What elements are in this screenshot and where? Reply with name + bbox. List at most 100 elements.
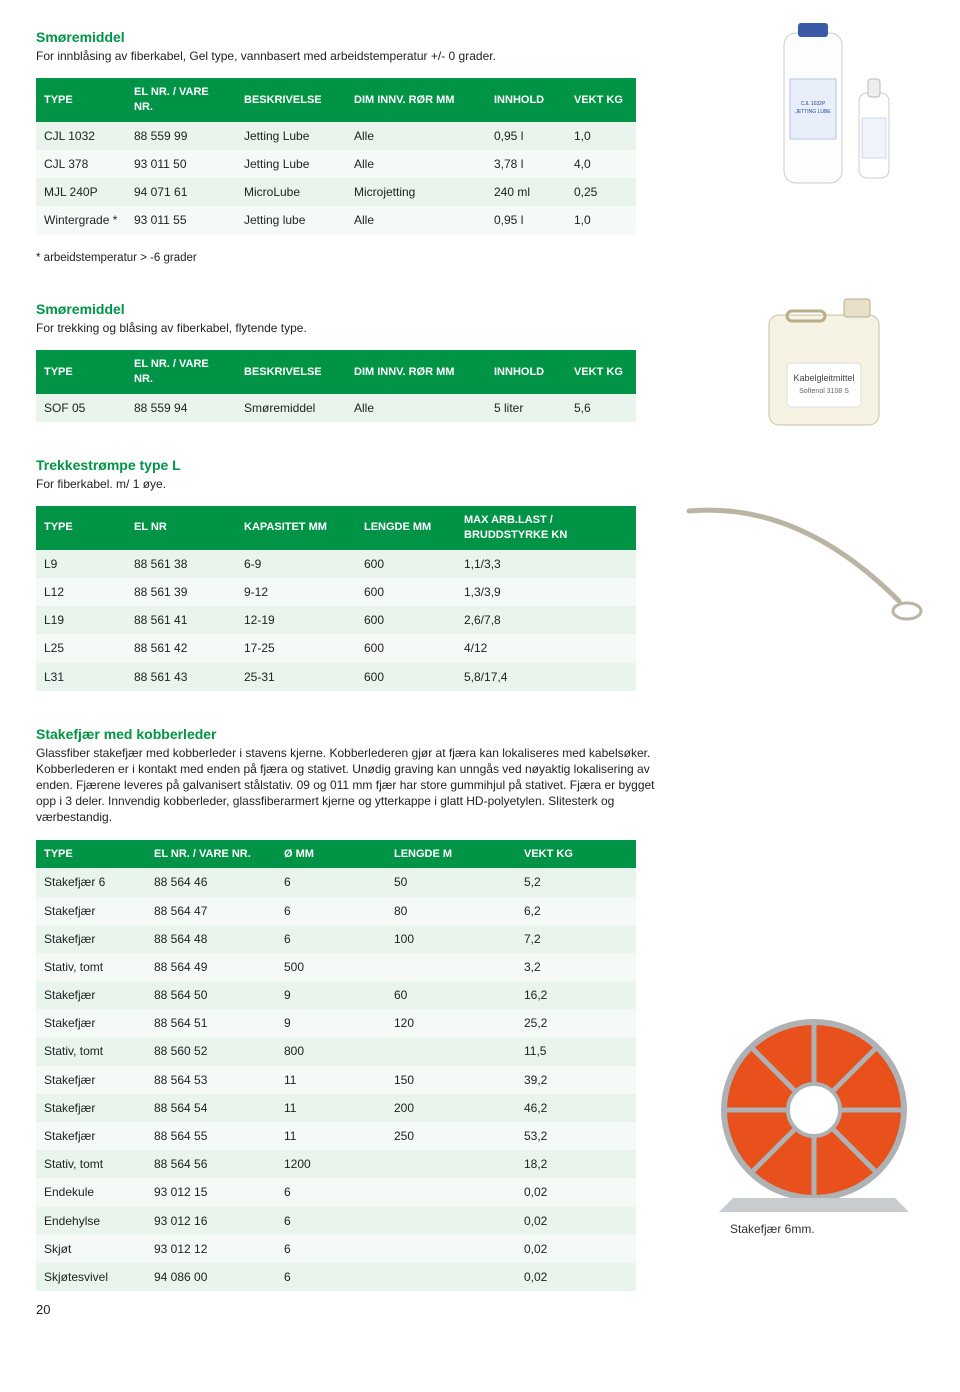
product-image-jerrycan: Kabelgleitmittel Softenol 3108 S	[744, 280, 914, 440]
table-cell: 1,0	[566, 206, 636, 234]
table-cell: 88 564 51	[146, 1009, 276, 1037]
table-cell: 6	[276, 1207, 386, 1235]
table-smoremiddel-gel: TYPEEL NR. / VARE NR.BESKRIVELSEDIM INNV…	[36, 78, 636, 234]
table-cell: Stativ, tomt	[36, 1037, 146, 1065]
table-cell: Skjøt	[36, 1235, 146, 1263]
table-row: Stativ, tomt88 564 56120018,2	[36, 1150, 636, 1178]
table-stakefjaer: TYPEEL NR. / VARE NR.Ø MMLENGDE MVEKT KG…	[36, 840, 636, 1292]
table-cell: Alle	[346, 394, 486, 422]
table-cell: 500	[276, 953, 386, 981]
table-cell: 93 012 12	[146, 1235, 276, 1263]
table-cell: 88 559 99	[126, 122, 236, 150]
table-cell: 100	[386, 925, 516, 953]
table-header: VEKT KG	[516, 840, 636, 869]
table-cell: 94 071 61	[126, 178, 236, 206]
table-row: Stativ, tomt88 564 495003,2	[36, 953, 636, 981]
table-cell: Endekule	[36, 1178, 146, 1206]
table-row: L3188 561 4325-316005,8/17,4	[36, 663, 636, 691]
table-header: DIM INNV. RØR MM	[346, 350, 486, 394]
table-cell: 2,6/7,8	[456, 606, 636, 634]
table-cell: 88 564 49	[146, 953, 276, 981]
table-cell: Stakefjær	[36, 981, 146, 1009]
table-row: Stakefjær 688 564 466505,2	[36, 868, 636, 896]
table-header: MAX ARB.LAST / BRUDDSTYRKE KN	[456, 506, 636, 550]
table-cell: L9	[36, 550, 126, 578]
table-cell: Stakefjær	[36, 1094, 146, 1122]
table-cell: 1,1/3,3	[456, 550, 636, 578]
table-row: Stakefjær88 564 5096016,2	[36, 981, 636, 1009]
table-cell: 3,2	[516, 953, 636, 981]
svg-text:Softenol 3108 S: Softenol 3108 S	[799, 388, 849, 395]
table-cell: 50	[386, 868, 516, 896]
table-cell: 88 564 46	[146, 868, 276, 896]
table-header: VEKT KG	[566, 350, 636, 394]
table-cell	[386, 953, 516, 981]
table-cell: SOF 05	[36, 394, 126, 422]
table-header: EL NR. / VARE NR.	[146, 840, 276, 869]
table-row: L988 561 386-96001,1/3,3	[36, 550, 636, 578]
table-row: CJL 103288 559 99Jetting LubeAlle0,95 l1…	[36, 122, 636, 150]
table-cell: 88 561 39	[126, 578, 236, 606]
table-cell: 88 559 94	[126, 394, 236, 422]
table-cell: 1200	[276, 1150, 386, 1178]
table-header: LENGDE M	[386, 840, 516, 869]
table-cell: 9-12	[236, 578, 356, 606]
table-cell: 6	[276, 868, 386, 896]
table-cell: 4/12	[456, 634, 636, 662]
table-cell: 600	[356, 663, 456, 691]
table-cell: 3,78 l	[486, 150, 566, 178]
table-cell: 0,95 l	[486, 206, 566, 234]
table-cell: 25-31	[236, 663, 356, 691]
table-cell: CJL 378	[36, 150, 126, 178]
table-header: TYPE	[36, 350, 126, 394]
table-cell: 88 561 43	[126, 663, 236, 691]
table-cell: 18,2	[516, 1150, 636, 1178]
table-header: LENGDE MM	[356, 506, 456, 550]
table-cell: 93 012 15	[146, 1178, 276, 1206]
table-cell: 88 564 48	[146, 925, 276, 953]
table-cell: 93 011 55	[126, 206, 236, 234]
table-cell	[386, 1037, 516, 1065]
table-cell: Microjetting	[346, 178, 486, 206]
table-row: L2588 561 4217-256004/12	[36, 634, 636, 662]
table-cell: Stakefjær 6	[36, 868, 146, 896]
table-row: Wintergrade *93 011 55Jetting lubeAlle0,…	[36, 206, 636, 234]
table-row: Stakefjær88 564 531115039,2	[36, 1066, 636, 1094]
table-cell: 88 564 54	[146, 1094, 276, 1122]
table-cell: 6-9	[236, 550, 356, 578]
product-image-lube-bottles: CJL 1032P JETTING LUBE	[714, 18, 934, 218]
table-cell: Wintergrade *	[36, 206, 126, 234]
table-header: KAPASITET MM	[236, 506, 356, 550]
table-cell: 9	[276, 981, 386, 1009]
table-cell: 5 liter	[486, 394, 566, 422]
table-cell: Stativ, tomt	[36, 1150, 146, 1178]
table-cell: 0,02	[516, 1207, 636, 1235]
table-cell: 93 012 16	[146, 1207, 276, 1235]
section-trekkestrompe: Trekkestrømpe type L For fiberkabel. m/ …	[36, 456, 924, 691]
table-cell: 88 564 47	[146, 897, 276, 925]
table-header: INNHOLD	[486, 350, 566, 394]
table-cell: 120	[386, 1009, 516, 1037]
table-cell: 250	[386, 1122, 516, 1150]
table-cell: 200	[386, 1094, 516, 1122]
table-cell: Jetting Lube	[236, 122, 346, 150]
table-cell: 88 561 41	[126, 606, 236, 634]
table-header: DIM INNV. RØR MM	[346, 78, 486, 122]
table-cell: 60	[386, 981, 516, 1009]
table-row: CJL 37893 011 50Jetting LubeAlle3,78 l4,…	[36, 150, 636, 178]
table-cell: L19	[36, 606, 126, 634]
table-cell: 88 561 42	[126, 634, 236, 662]
table-row: Endekule93 012 1560,02	[36, 1178, 636, 1206]
table-cell: MJL 240P	[36, 178, 126, 206]
table-cell: 12-19	[236, 606, 356, 634]
table-cell: 0,25	[566, 178, 636, 206]
section-desc: For trekking og blåsing av fiberkabel, f…	[36, 320, 656, 336]
table-cell: 88 561 38	[126, 550, 236, 578]
table-cell: 5,6	[566, 394, 636, 422]
table-cell: Alle	[346, 150, 486, 178]
table-cell: Jetting lube	[236, 206, 346, 234]
table-cell: 6	[276, 1178, 386, 1206]
table-cell: 240 ml	[486, 178, 566, 206]
table-row: L1988 561 4112-196002,6/7,8	[36, 606, 636, 634]
table-cell: 1,0	[566, 122, 636, 150]
